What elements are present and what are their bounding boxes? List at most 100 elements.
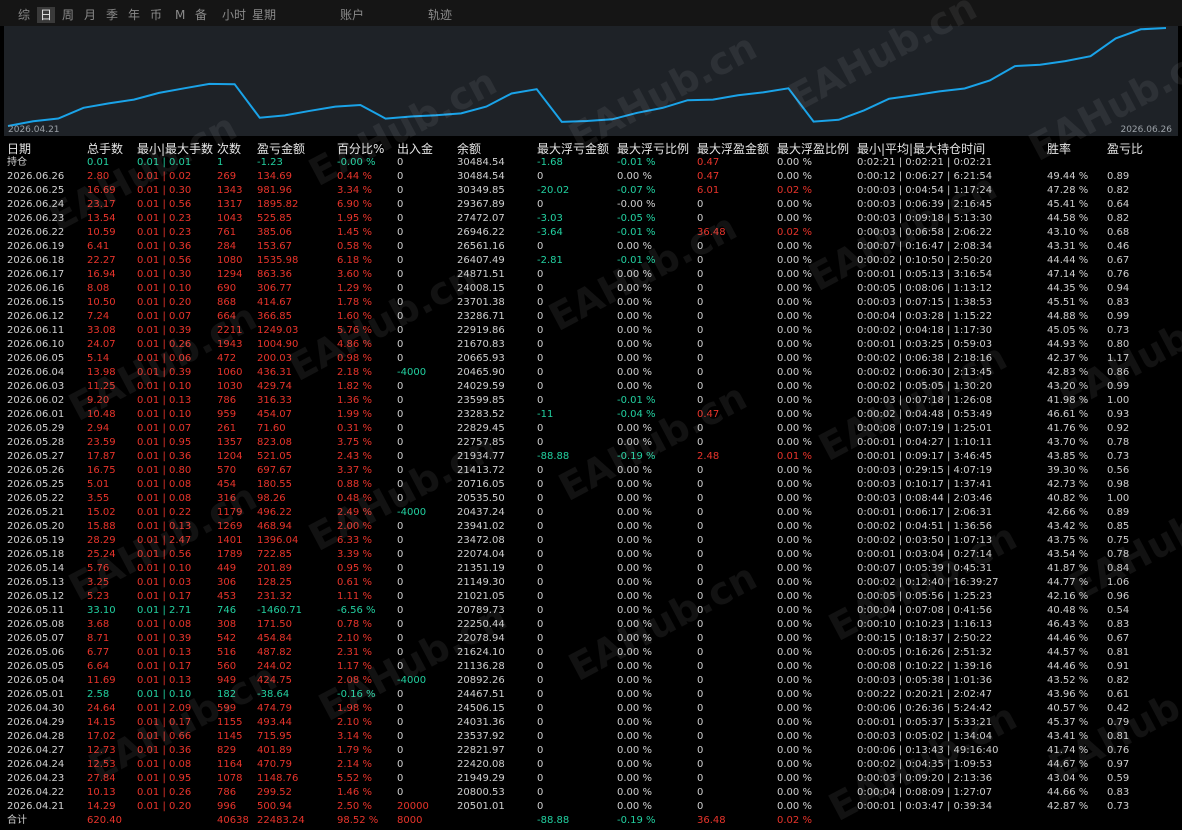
table-row[interactable]: 2026.04.24 12.53 0.01 | 0.08 1164 470.79 2.14… — [0, 758, 1182, 772]
table-row[interactable]: 2026.04.28 17.02 0.01 | 0.66 1145 715.95 3.14… — [0, 730, 1182, 744]
cell: 2026.06.03 — [7, 381, 65, 392]
table-row[interactable]: 2026.06.18 22.27 0.01 | 0.56 1080 1535.98 6.1… — [0, 254, 1182, 268]
table-row[interactable]: 2026.06.04 13.98 0.01 | 0.39 1060 436.31 2.18… — [0, 366, 1182, 380]
col-header[interactable]: 总手数 — [87, 142, 124, 156]
cell: 299.52 — [257, 787, 292, 798]
cell: 0.00 % — [617, 325, 652, 336]
table-row[interactable]: 2026.04.23 27.84 0.01 | 0.95 1078 1148.76 5.5… — [0, 772, 1182, 786]
table-row[interactable]: 2026.05.08 3.68 0.01 | 0.08 308 171.50 0.78 %… — [0, 618, 1182, 632]
col-header[interactable]: 最小|平均|最大持仓时间 — [857, 142, 986, 156]
table-row[interactable]: 2026.06.16 8.08 0.01 | 0.10 690 306.77 1.29 %… — [0, 282, 1182, 296]
col-header[interactable]: 最小|最大手数 — [137, 142, 214, 156]
cell: 28.29 — [87, 535, 116, 546]
col-header[interactable]: 次数 — [217, 142, 242, 156]
table-row[interactable]: 2026.06.10 24.07 0.01 | 0.26 1943 1004.90 4.8… — [0, 338, 1182, 352]
tab-9[interactable]: 小时 — [222, 8, 247, 22]
tab-7[interactable]: M — [175, 8, 186, 22]
table-row[interactable]: 2026.04.29 14.15 0.01 | 0.17 1155 493.44 2.10… — [0, 716, 1182, 730]
cell: 0:00:03 | 0:08:44 | 2:03:46 — [857, 493, 993, 504]
cell: 20501.01 — [457, 801, 505, 812]
cell: 470.79 — [257, 759, 292, 770]
table-row[interactable]: 2026.06.15 10.50 0.01 | 0.20 868 414.67 1.78 … — [0, 296, 1182, 310]
table-row[interactable]: 2026.05.14 5.76 0.01 | 0.10 449 201.89 0.95 %… — [0, 562, 1182, 576]
table-row[interactable]: 2026.06.25 16.69 0.01 | 0.30 1343 981.96 3.34… — [0, 184, 1182, 198]
cell: 599 — [217, 703, 237, 714]
tab-12[interactable]: 轨迹 — [428, 8, 453, 22]
cell: 42.66 % — [1047, 507, 1089, 518]
col-header[interactable]: 盈亏金额 — [257, 142, 306, 156]
col-header[interactable]: 最大浮盈金额 — [697, 142, 770, 156]
col-header[interactable]: 余额 — [457, 142, 482, 156]
cell: 0.73 — [1107, 325, 1130, 336]
cell: 40.82 % — [1047, 493, 1089, 504]
table-row[interactable]: 2026.04.27 12.73 0.01 | 0.36 829 401.89 1.79 … — [0, 744, 1182, 758]
cell: 24029.59 — [457, 381, 505, 392]
table-row[interactable]: 2026.06.24 23.17 0.01 | 0.56 1317 1895.82 6.9… — [0, 198, 1182, 212]
table-row[interactable]: 2026.04.21 14.29 0.01 | 0.20 996 500.94 2.50 … — [0, 800, 1182, 814]
table-row[interactable]: 2026.05.29 2.94 0.01 | 0.07 261 71.60 0.31 % 0… — [0, 422, 1182, 436]
cell: 0:00:01 | 0:03:25 | 0:59:03 — [857, 339, 993, 350]
table-row[interactable]: 2026.05.25 5.01 0.01 | 0.08 454 180.55 0.88 %… — [0, 478, 1182, 492]
table-row[interactable]: 2026.05.13 3.25 0.01 | 0.03 306 128.25 0.61 %… — [0, 576, 1182, 590]
cell: 0.01 | 0.36 — [137, 451, 192, 462]
tab-1[interactable]: 日 — [37, 7, 56, 23]
table-row[interactable]: 2026.06.23 13.54 0.01 | 0.23 1043 525.85 1.95… — [0, 212, 1182, 226]
table-row[interactable]: 2026.06.19 6.41 0.01 | 0.36 284 153.67 0.58 %… — [0, 240, 1182, 254]
table-row[interactable]: 2026.06.11 33.08 0.01 | 0.39 2211 1249.03 5.7… — [0, 324, 1182, 338]
total-row[interactable]: 合计 620.40 40638 22483.24 98.52 % 8000 -88.88 -0… — [0, 814, 1182, 828]
table-row[interactable]: 2026.06.26 2.80 0.01 | 0.02 269 134.69 0.44 %… — [0, 170, 1182, 184]
col-header[interactable]: 最大浮亏金额 — [537, 142, 610, 156]
cell: 0.00 % — [777, 661, 812, 672]
open-position-row[interactable]: 持仓 0.01 0.01 | 0.01 1 -1.23 -0.00 % 0 30484.54 -… — [0, 156, 1182, 170]
col-header[interactable]: 出入金 — [397, 142, 434, 156]
col-header[interactable]: 最大浮盈比例 — [777, 142, 850, 156]
table-row[interactable]: 2026.06.01 10.48 0.01 | 0.10 959 454.07 1.99 … — [0, 408, 1182, 422]
tab-11[interactable]: 账户 — [340, 8, 365, 22]
table-row[interactable]: 2026.05.04 11.69 0.01 | 0.13 949 424.75 2.08 … — [0, 674, 1182, 688]
table-row[interactable]: 2026.05.07 8.71 0.01 | 0.39 542 454.84 2.10 %… — [0, 632, 1182, 646]
table-row[interactable]: 2026.06.05 5.14 0.01 | 0.06 472 200.03 0.98 %… — [0, 352, 1182, 366]
table-row[interactable]: 2026.05.22 3.55 0.01 | 0.08 316 98.26 0.48 % 0… — [0, 492, 1182, 506]
cell: 2026.05.25 — [7, 479, 65, 490]
table-row[interactable]: 2026.05.27 17.87 0.01 | 0.36 1204 521.05 2.43… — [0, 450, 1182, 464]
cell: 0:00:08 | 0:07:19 | 1:25:01 — [857, 423, 993, 434]
table-row[interactable]: 2026.06.03 11.25 0.01 | 0.10 1030 429.74 1.82… — [0, 380, 1182, 394]
tab-8[interactable]: 备 — [195, 8, 208, 22]
table-row[interactable]: 2026.05.11 33.10 0.01 | 2.71 746 -1460.71 -6.… — [0, 604, 1182, 618]
table-row[interactable]: 2026.04.22 10.13 0.01 | 0.26 786 299.52 1.46 … — [0, 786, 1182, 800]
tab-0[interactable]: 综 — [18, 8, 31, 22]
col-header[interactable]: 百分比% — [337, 142, 385, 156]
table-row[interactable]: 2026.06.17 16.94 0.01 | 0.30 1294 863.36 3.60… — [0, 268, 1182, 282]
table-row[interactable]: 2026.05.01 2.58 0.01 | 0.10 182 -38.64 -0.16 … — [0, 688, 1182, 702]
cell: 0 — [397, 423, 404, 434]
cell: 0 — [697, 675, 704, 686]
col-header[interactable]: 日期 — [7, 142, 32, 156]
table-row[interactable]: 2026.04.30 24.64 0.01 | 2.09 599 474.79 1.98 … — [0, 702, 1182, 716]
col-header[interactable]: 胜率 — [1047, 142, 1072, 156]
table-row[interactable]: 2026.05.20 15.88 0.01 | 0.13 1269 468.94 2.00… — [0, 520, 1182, 534]
cell: 0.00 % — [617, 633, 652, 644]
tab-10[interactable]: 星期 — [252, 8, 277, 22]
tab-5[interactable]: 年 — [128, 8, 141, 22]
table-row[interactable]: 2026.05.18 25.24 0.01 | 0.56 1789 722.85 3.39… — [0, 548, 1182, 562]
table-row[interactable]: 2026.06.22 10.59 0.01 | 0.23 761 385.06 1.45 … — [0, 226, 1182, 240]
table-row[interactable]: 2026.05.28 23.59 0.01 | 0.95 1357 823.08 3.75… — [0, 436, 1182, 450]
table-row[interactable]: 2026.05.05 6.64 0.01 | 0.17 560 244.02 1.17 %… — [0, 660, 1182, 674]
tab-2[interactable]: 周 — [62, 8, 75, 22]
table-row[interactable]: 2026.05.26 16.75 0.01 | 0.80 570 697.67 3.37 … — [0, 464, 1182, 478]
cell: 2026.05.18 — [7, 549, 65, 560]
tab-4[interactable]: 季 — [106, 8, 119, 22]
table-row[interactable]: 2026.05.06 6.77 0.01 | 0.13 516 487.82 2.31 %… — [0, 646, 1182, 660]
table-row[interactable]: 2026.05.21 15.02 0.01 | 0.22 1179 496.22 2.49… — [0, 506, 1182, 520]
table-row[interactable]: 2026.05.12 5.23 0.01 | 0.17 453 231.32 1.11 %… — [0, 590, 1182, 604]
table-row[interactable]: 2026.06.02 9.20 0.01 | 0.13 786 316.33 1.36 %… — [0, 394, 1182, 408]
col-header[interactable]: 盈亏比 — [1107, 142, 1144, 156]
tab-6[interactable]: 币 — [150, 8, 163, 22]
cell: 487.82 — [257, 647, 292, 658]
table-row[interactable]: 2026.05.19 28.29 0.01 | 2.47 1401 1396.04 6.3… — [0, 534, 1182, 548]
tab-3[interactable]: 月 — [84, 8, 97, 22]
col-header[interactable]: 最大浮亏比例 — [617, 142, 690, 156]
cell: 16.94 — [87, 269, 116, 280]
cell: 0 — [697, 591, 704, 602]
table-row[interactable]: 2026.06.12 7.24 0.01 | 0.07 664 366.85 1.60 %… — [0, 310, 1182, 324]
